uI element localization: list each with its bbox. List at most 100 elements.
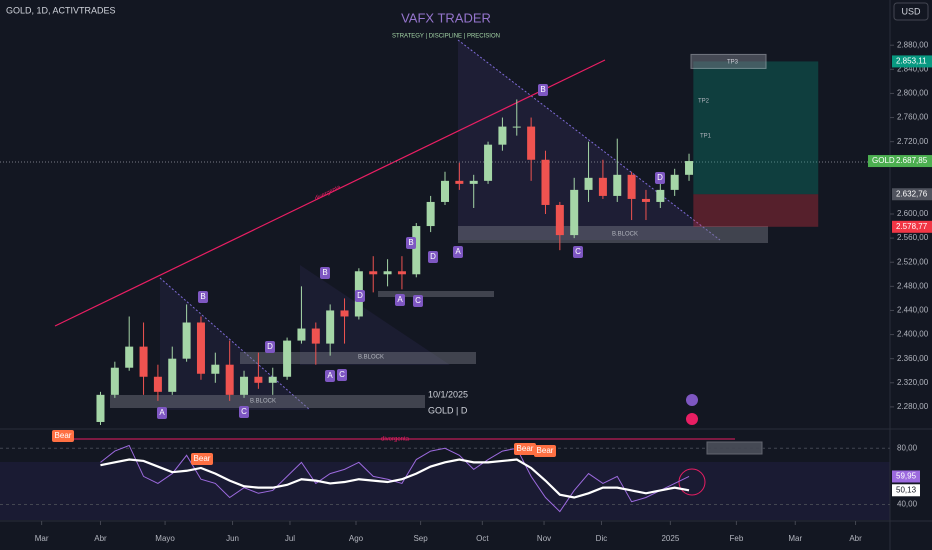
pattern-label: C xyxy=(575,247,581,256)
candle-body xyxy=(613,174,622,196)
last-value: 2.687,85 xyxy=(896,156,928,165)
bear-badge xyxy=(52,430,74,442)
time-label: Nov xyxy=(537,534,551,543)
time-label: 2025 xyxy=(661,534,679,543)
block-zone xyxy=(110,395,425,408)
candle-body xyxy=(598,177,607,196)
pattern-label: D xyxy=(430,252,436,261)
note: TP1 xyxy=(700,134,712,140)
pattern-label: A xyxy=(159,408,165,417)
time-label: Oct xyxy=(476,534,489,543)
candle-body xyxy=(627,174,636,199)
time-label: Sep xyxy=(413,534,428,543)
osc-label: Bear xyxy=(194,454,211,463)
pattern-badge xyxy=(337,369,347,381)
price-badge xyxy=(892,220,932,233)
candle-body xyxy=(369,271,378,275)
time-label: Abr xyxy=(94,534,107,543)
note: 10/1/2025 xyxy=(428,389,468,399)
price-label: 2.320,00 xyxy=(897,378,929,387)
pattern-line xyxy=(159,277,311,411)
candle-body xyxy=(441,180,449,202)
osc-tick-label: 80,00 xyxy=(897,443,918,452)
pattern-badge xyxy=(265,341,275,353)
time-label: Jun xyxy=(226,534,239,543)
candle-body xyxy=(656,189,665,202)
osc-tick-label: 40,00 xyxy=(897,500,918,509)
candle-body xyxy=(311,328,320,344)
osc-badge xyxy=(892,470,920,483)
pattern-badge xyxy=(573,246,583,258)
price-label: 2.480,00 xyxy=(897,281,929,290)
icon xyxy=(686,394,698,406)
candle-body xyxy=(570,189,579,236)
candle-body xyxy=(512,126,521,128)
bear-badge xyxy=(191,453,213,465)
candle-body xyxy=(96,394,105,422)
candle-body xyxy=(555,204,564,236)
candle-body xyxy=(340,310,349,317)
candle-body xyxy=(196,322,205,374)
currency[interactable]: USD xyxy=(901,6,921,16)
osc-badge-label: 59,95 xyxy=(896,472,917,481)
pattern-label: B xyxy=(322,268,327,277)
time-label: Dic xyxy=(596,534,608,543)
pattern-label: A xyxy=(327,371,333,380)
candle-body xyxy=(455,180,464,184)
price-badge xyxy=(892,188,932,201)
candle-body xyxy=(484,144,493,181)
candle-body xyxy=(297,328,306,341)
candle-body xyxy=(283,340,292,377)
pattern-badge xyxy=(157,407,167,419)
candle-body xyxy=(254,376,263,383)
currency-button[interactable] xyxy=(893,2,929,21)
symbol: GOLD, 1D, ACTIVTRADES xyxy=(6,5,116,15)
candle-body xyxy=(498,126,507,145)
time-label: Abr xyxy=(849,534,862,543)
price-label: 2.440,00 xyxy=(897,306,929,315)
pattern-badge xyxy=(198,291,208,303)
candle-body xyxy=(182,322,191,359)
candle-body xyxy=(670,174,679,190)
price-label: 2.520,00 xyxy=(897,257,929,266)
candle-body xyxy=(397,271,406,275)
pattern-badge xyxy=(406,237,416,249)
time-label: Mayo xyxy=(155,534,175,543)
title: VAFX TRADER xyxy=(401,10,491,25)
candle-body xyxy=(139,346,148,377)
candle-body xyxy=(240,376,249,395)
pattern-label: B xyxy=(200,292,205,301)
osc-label: divergenta xyxy=(381,437,410,443)
pattern-badge xyxy=(538,84,548,96)
candle-body xyxy=(153,376,162,392)
osc-label: Bear xyxy=(537,446,554,455)
osc-badge xyxy=(892,484,920,497)
pattern-label: A xyxy=(455,247,461,256)
target-zone xyxy=(693,61,819,195)
candle-body xyxy=(426,201,435,227)
time-label: Ago xyxy=(349,534,364,543)
pattern-label: B xyxy=(540,85,545,94)
price-label: 2.880,00 xyxy=(897,40,929,49)
pattern-badge xyxy=(355,290,365,302)
candle-body xyxy=(225,364,234,395)
candle-body xyxy=(641,198,650,202)
osc-label: Bear xyxy=(55,431,72,440)
pattern-badge xyxy=(325,370,335,382)
pattern-label: C xyxy=(339,370,345,379)
candle-body xyxy=(168,358,177,392)
block-zone xyxy=(458,226,768,243)
time-label: Mar xyxy=(788,534,802,543)
block-zone xyxy=(378,291,494,297)
icon xyxy=(686,413,698,425)
candle-body xyxy=(326,310,335,344)
pattern-zone xyxy=(300,265,450,365)
candle-body xyxy=(412,226,421,275)
pattern-badge xyxy=(395,294,405,306)
candle-body xyxy=(584,177,593,190)
osc-circle xyxy=(678,468,706,496)
pattern-label: D xyxy=(267,342,273,351)
pattern-label: B xyxy=(408,238,413,247)
